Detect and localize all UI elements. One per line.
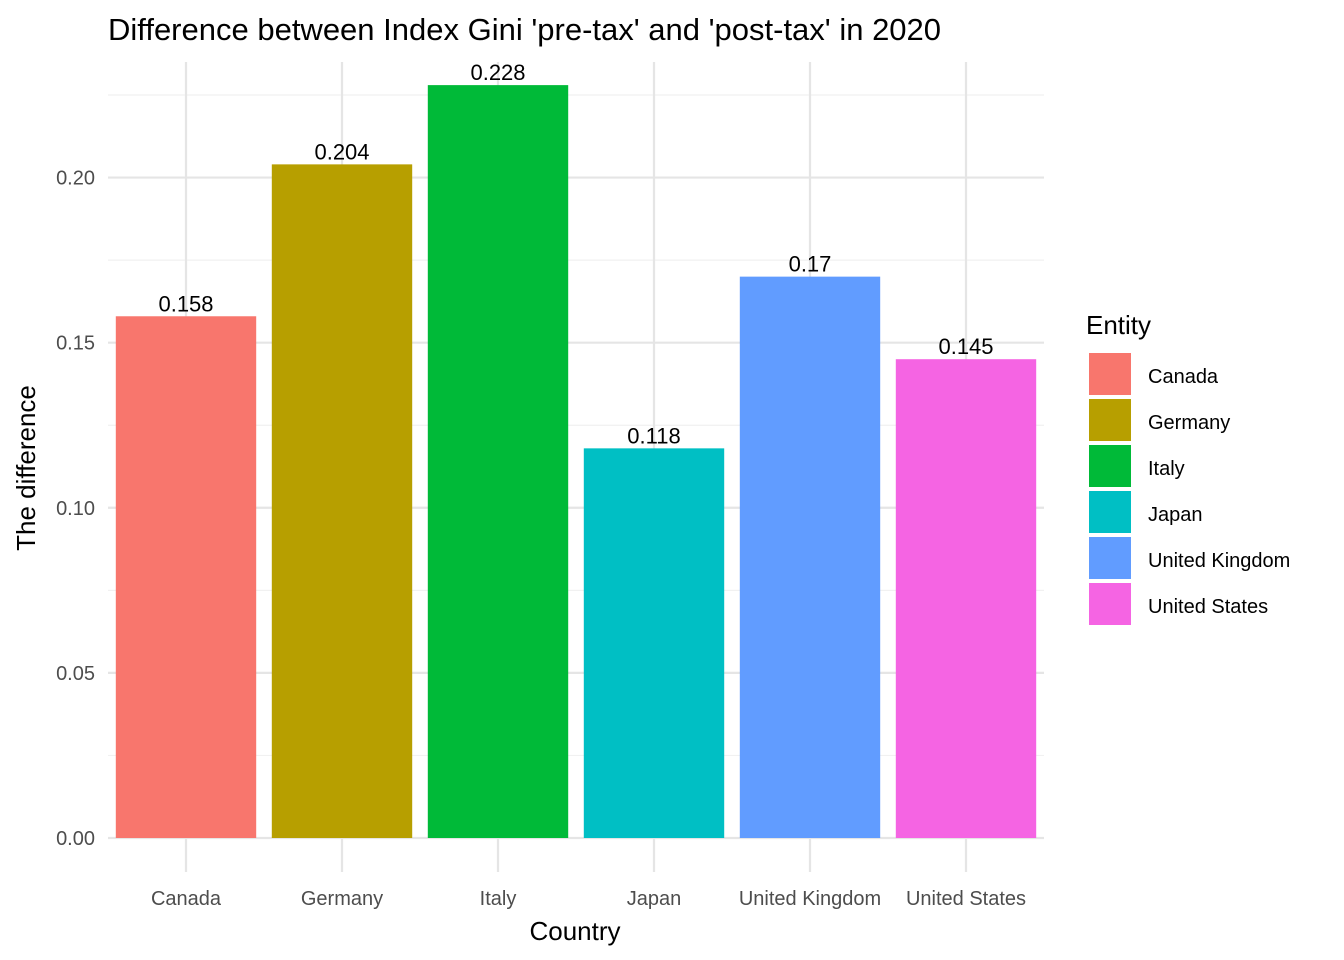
bar-value-label: 0.17 xyxy=(789,252,832,277)
y-tick-label: 0.05 xyxy=(56,663,95,685)
bar-value-label: 0.204 xyxy=(314,139,369,164)
axes-layer: 0.00 0.05 0.10 0.15 0.20 Canada Germany Italy Ja… xyxy=(56,168,1026,910)
data-labels-layer: 0.158 0.204 0.228 0.118 0.17 0.145 xyxy=(158,60,993,448)
bar-canada xyxy=(115,316,257,839)
chart-title: Difference between Index Gini 'pre-tax' … xyxy=(108,12,941,47)
x-axis-title: Country xyxy=(529,916,620,946)
legend-swatch xyxy=(1089,537,1131,579)
bar-united-states xyxy=(895,359,1037,838)
y-tick-label: 0.10 xyxy=(56,498,95,520)
legend-swatch xyxy=(1089,399,1131,441)
y-axis-title: The difference xyxy=(11,385,41,551)
legend-entry-label: Germany xyxy=(1148,412,1230,434)
legend-entry-label: United Kingdom xyxy=(1148,550,1290,572)
x-tick-label: United Kingdom xyxy=(739,888,881,910)
legend-swatch xyxy=(1089,353,1131,395)
y-tick-label: 0.20 xyxy=(56,168,95,190)
y-tick-label: 0.00 xyxy=(56,828,95,850)
bar-italy xyxy=(427,85,569,839)
y-tick-label: 0.15 xyxy=(56,333,95,355)
legend-entry-label: United States xyxy=(1148,596,1268,618)
bars-layer xyxy=(115,85,1037,839)
legend-swatch xyxy=(1089,583,1131,625)
x-tick-label: Germany xyxy=(301,888,383,910)
bar-value-label: 0.158 xyxy=(158,291,213,316)
legend-swatch xyxy=(1089,491,1131,533)
bar-value-label: 0.228 xyxy=(470,60,525,85)
legend-title: Entity xyxy=(1086,310,1151,340)
x-tick-label: Italy xyxy=(480,888,517,910)
bar-united-kingdom xyxy=(739,276,881,838)
bar-value-label: 0.145 xyxy=(938,334,993,359)
x-tick-label: United States xyxy=(906,888,1026,910)
bar-germany xyxy=(271,164,413,838)
bar-japan xyxy=(583,448,725,838)
legend-entry-label: Japan xyxy=(1148,504,1203,526)
legend-entry-label: Canada xyxy=(1148,366,1219,388)
legend-swatch xyxy=(1089,445,1131,487)
x-tick-label: Japan xyxy=(627,888,682,910)
legend: Entity Canada Germany Italy Japan United King… xyxy=(1086,310,1290,625)
legend-entry-label: Italy xyxy=(1148,458,1185,480)
x-tick-label: Canada xyxy=(151,888,222,910)
bar-value-label: 0.118 xyxy=(627,423,680,448)
